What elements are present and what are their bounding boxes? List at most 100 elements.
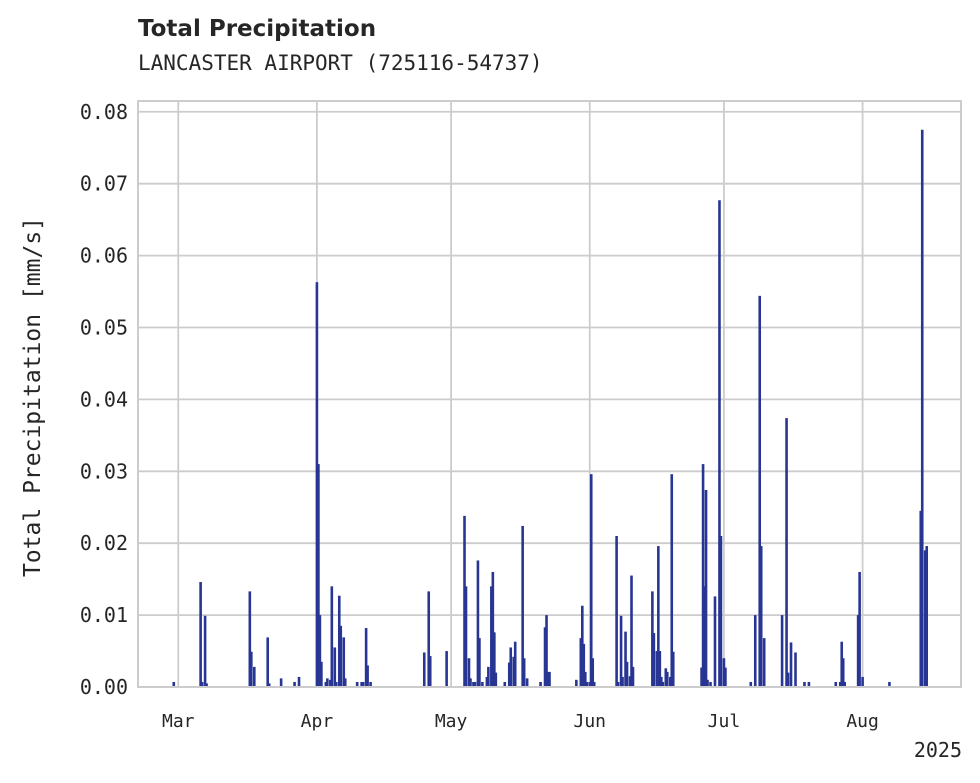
precipitation-bar [858,571,861,687]
precipitation-bar [205,683,208,687]
bar-series [172,129,929,687]
precipitation-bar [624,631,627,687]
precipitation-bar [794,652,797,687]
precipitation-bar [588,681,592,687]
precipitation-bar [719,536,723,687]
precipitation-bar [485,676,489,687]
precipitation-bar [355,681,359,687]
precipitation-bar [840,641,844,687]
precipitation-bar [315,282,319,687]
precipitation-bar [364,628,368,687]
precipitation-bar [521,525,524,687]
y-axis-label: Total Precipitation [mm/s] [20,217,46,577]
grid [138,101,961,688]
precipitation-bar [592,681,596,687]
precipitation-bar [668,676,672,687]
precipitation-bar [780,615,784,687]
precipitation-bar [507,662,511,687]
y-tick-label: 0.07 [80,172,128,196]
precipitation-bar [543,627,547,687]
precipitation-bar [670,474,674,687]
precipitation-bar [422,652,426,687]
precipitation-bar [494,672,498,687]
precipitation-bar [843,681,847,687]
precipitation-bar [575,679,578,687]
precipitation-bar [661,681,665,687]
precipitation-bar [472,681,475,687]
precipitation-bar [888,681,891,687]
precipitation-bar [706,679,709,687]
chart-title: Total Precipitation [138,16,377,42]
precipitation-bar [631,666,635,687]
precipitation-bar [199,582,202,687]
precipitation-bar [539,681,542,687]
precipitation-bar [709,681,712,687]
precipitation-bar [655,651,659,687]
precipitation-bar [509,647,513,687]
precipitation-bar [665,671,669,687]
y-tick-label: 0.08 [80,100,128,124]
precipitation-bar [545,615,548,687]
x-tick-label: Mar [162,711,195,732]
precipitation-bar [583,671,587,687]
precipitation-bar [548,671,551,687]
precipitation-bar [250,651,253,687]
x-tick-label: Jun [573,711,606,732]
precipitation-bar [582,643,586,687]
precipitation-bar [172,681,176,687]
precipitation-bar [785,418,788,687]
precipitation-bar [621,676,624,687]
precipitation-bar [467,658,471,687]
plot-frame [137,100,962,688]
precipitation-bar [464,586,468,687]
precipitation-bar [252,666,256,687]
precipitation-bar [660,676,663,687]
precipitation-bar [589,474,593,687]
precipitation-bar [701,464,705,687]
precipitation-bar [722,658,726,687]
precipitation-bar [585,681,589,687]
y-tick-label: 0.05 [80,315,128,339]
precipitation-bar [491,571,495,687]
x-tick-label: Jul [708,711,741,732]
precipitation-bar [923,550,927,687]
precipitation-bar [704,489,708,687]
precipitation-bar [671,651,675,687]
precipitation-bar [293,681,296,687]
precipitation-bar [366,665,369,687]
precipitation-bar [512,656,516,687]
precipitation-bar [789,642,793,687]
precipitation-bar [320,661,323,687]
precipitation-bar [317,464,320,687]
precipitation-bar [200,681,204,687]
precipitation-bar [803,681,806,687]
precipitation-bar [700,667,703,687]
precipitation-bar [591,658,595,687]
precipitation-bar [664,668,668,687]
precipitation-bar [630,575,633,687]
x-tick-label: Apr [301,711,334,732]
precipitation-bar [749,681,753,687]
precipitation-bar [513,641,517,687]
precipitation-bar [546,671,550,687]
precipitation-bar [838,681,842,687]
precipitation-bar [324,681,328,687]
precipitation-bar [478,638,481,687]
precipitation-bar [490,586,493,687]
precipitation-bar [279,678,283,687]
precipitation-bar [330,586,334,687]
precipitation-bar [329,679,332,687]
precipitation-bar [473,681,477,687]
precipitation-bar [652,633,656,687]
precipitation-bar [841,658,845,687]
precipitation-bar [522,658,526,687]
precipitation-bar [342,637,346,687]
precipitation-bar [427,591,431,687]
precipitation-bar [334,681,338,687]
precipitation-bar [834,681,838,687]
x-tick-label: Aug [846,711,879,732]
precipitation-bar [625,661,629,687]
precipitation-bar [503,681,507,687]
precipitation-bar [337,595,341,687]
precipitation-bar [360,681,363,687]
